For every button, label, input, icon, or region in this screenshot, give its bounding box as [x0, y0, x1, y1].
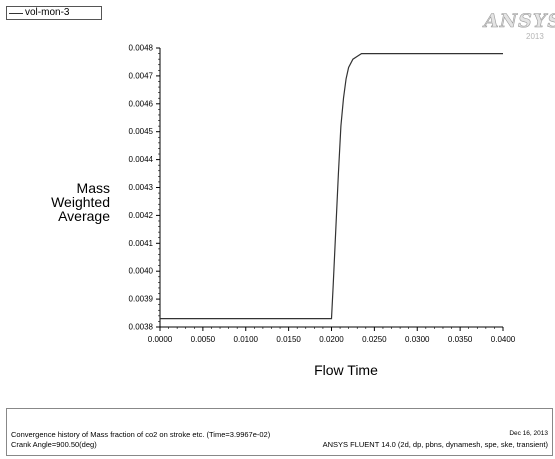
legend-label: vol-mon-3 [25, 7, 70, 18]
y-tick-label: 0.0048 [129, 44, 154, 53]
logo-subtext: 2013 [526, 32, 544, 41]
chart: 0.0038 0.0039 0.0040 0.0041 0.0042 0.0043 0.00… [129, 44, 516, 345]
footer-date: Dec 16, 2013 [509, 430, 548, 437]
y-tick-label: 0.0047 [129, 71, 154, 80]
series-line-vol-mon-3 [160, 52, 503, 320]
y-tick-label: 0.0041 [129, 239, 154, 248]
footer-info-box: Convergence history of Mass fraction of … [6, 408, 553, 456]
y-axis-label: Mass Weighted Average [50, 181, 110, 223]
x-tick-label: 0.0000 [148, 335, 173, 344]
x-tick-label: 0.0400 [491, 335, 516, 344]
ansys-logo: ANSYS [484, 10, 555, 33]
x-tick-label: 0.0050 [191, 335, 216, 344]
x-tick-label: 0.0200 [319, 335, 344, 344]
x-tick-label: 0.0350 [448, 335, 473, 344]
y-tick-label: 0.0046 [129, 99, 154, 108]
legend: vol-mon-3 [6, 6, 102, 20]
y-tick-label: 0.0039 [129, 295, 154, 304]
y-tick-label: 0.0042 [129, 211, 154, 220]
y-axis-label-line-3: Average [58, 208, 110, 224]
y-tick-label: 0.0043 [129, 183, 154, 192]
logo-text: ANSYS [484, 10, 555, 33]
y-axis-label-line-2: Weighted [51, 194, 110, 210]
y-tick-label: 0.0044 [129, 155, 154, 164]
y-tick-label: 0.0038 [129, 323, 154, 332]
x-tick-label: 0.0300 [405, 335, 430, 344]
footer-crank-angle: Crank Angle=900.50(deg) [11, 440, 97, 449]
footer-description: Convergence history of Mass fraction of … [11, 430, 271, 439]
x-tick-label: 0.0250 [362, 335, 387, 344]
y-tick-label: 0.0045 [129, 127, 154, 136]
y-tick-label: 0.0040 [129, 267, 154, 276]
x-axis-label: Flow Time [314, 362, 378, 378]
footer-solver-info: ANSYS FLUENT 14.0 (2d, dp, pbns, dynames… [322, 440, 548, 449]
legend-line-swatch [9, 12, 23, 14]
y-axis-label-line-1: Mass [76, 180, 110, 196]
x-tick-label: 0.0150 [276, 335, 301, 344]
x-tick-label: 0.0100 [234, 335, 259, 344]
